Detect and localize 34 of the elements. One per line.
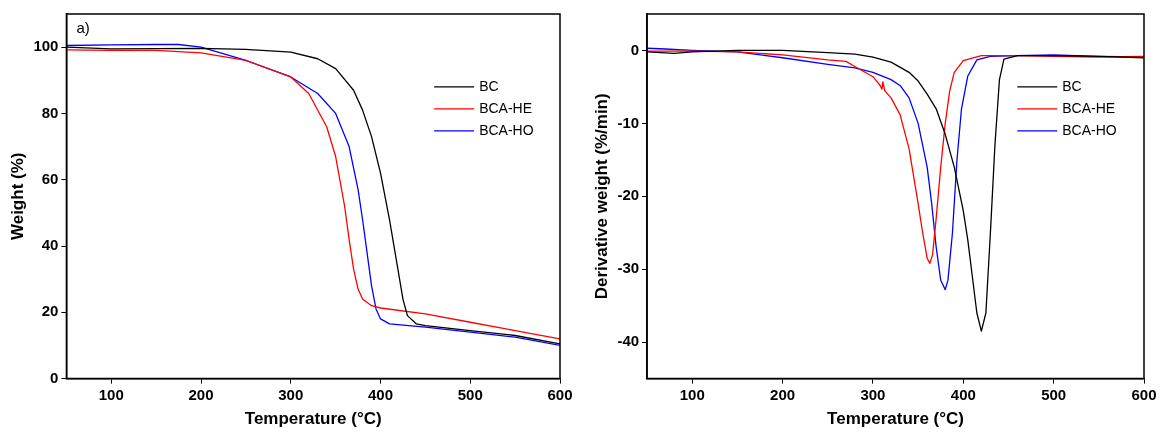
annotation: a)	[76, 19, 90, 37]
x-tick-label: 100	[98, 385, 124, 403]
legend-label: BCA-HE	[1062, 99, 1116, 116]
x-tick-label: 600	[547, 385, 573, 403]
x-tick-label: 400	[950, 385, 976, 403]
y-axis-title: Derivative weight (%/min)	[591, 93, 611, 300]
y-tick-label: -40	[617, 332, 640, 350]
legend-label: BCA-HE	[479, 99, 533, 116]
x-tick-label: 300	[860, 385, 886, 403]
y-tick-label: 0	[630, 40, 640, 58]
x-tick-label: 500	[1041, 385, 1067, 403]
legend-label: BC	[479, 77, 499, 94]
y-tick-label: 0	[50, 368, 59, 386]
x-axis-title: Temperature (°C)	[244, 409, 382, 429]
x-tick-label: 500	[457, 385, 483, 403]
y-tick-label: -10	[617, 113, 640, 131]
y-tick-label: 100	[33, 37, 59, 55]
legend-label: BCA-HO	[1062, 121, 1117, 138]
x-tick-label: 200	[188, 385, 214, 403]
legend-label: BCA-HO	[479, 121, 534, 138]
x-tick-label: 300	[278, 385, 304, 403]
y-axis-title: Weight (%)	[7, 152, 27, 241]
y-tick-label: 40	[41, 236, 59, 254]
x-tick-label: 200	[770, 385, 796, 403]
y-tick-label: -20	[617, 186, 640, 204]
y-tick-label: -30	[617, 259, 640, 277]
x-tick-label: 600	[1131, 385, 1157, 403]
legend-label: BC	[1062, 77, 1082, 94]
x-tick-label: 100	[679, 385, 705, 403]
x-axis-title: Temperature (°C)	[827, 409, 964, 429]
y-tick-label: 20	[41, 302, 59, 320]
x-tick-label: 400	[368, 385, 394, 403]
y-tick-label: 60	[41, 169, 59, 187]
y-tick-label: 80	[41, 103, 59, 121]
